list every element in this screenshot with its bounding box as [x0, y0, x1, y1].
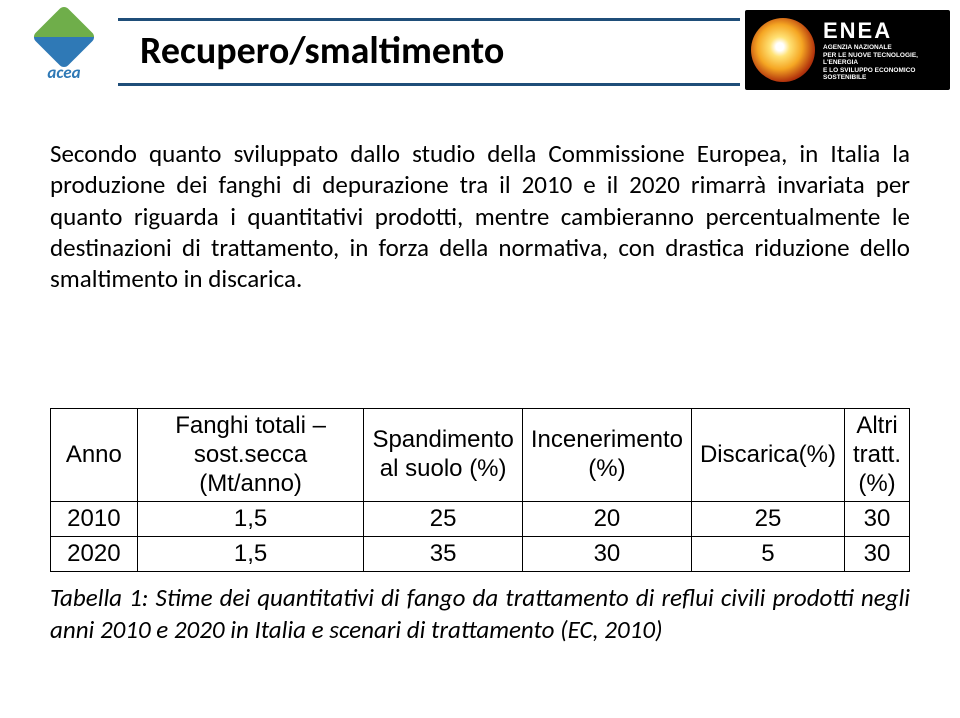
header-rule-top	[118, 18, 740, 21]
cell-incenerimento: 30	[522, 537, 691, 572]
cell-fanghi: 1,5	[137, 537, 364, 572]
cell-fanghi: 1,5	[137, 502, 364, 537]
enea-logo: ENEA AGENZIA NAZIONALE PER LE NUOVE TECN…	[745, 10, 950, 90]
acea-diamond-icon	[31, 4, 96, 69]
cell-incenerimento: 20	[522, 502, 691, 537]
enea-sub1: AGENZIA NAZIONALE	[823, 44, 950, 51]
table-header-row: Anno Fanghi totali – sost.secca (Mt/anno…	[51, 409, 910, 502]
enea-text-block: ENEA AGENZIA NAZIONALE PER LE NUOVE TECN…	[823, 18, 950, 81]
body-paragraph: Secondo quanto sviluppato dallo studio d…	[50, 138, 910, 294]
acea-logo-text: acea	[47, 62, 80, 83]
cell-discarica: 5	[691, 537, 844, 572]
col-header-discarica: Discarica(%)	[691, 409, 844, 502]
cell-anno: 2020	[51, 537, 138, 572]
enea-sub2: PER LE NUOVE TECNOLOGIE, L'ENERGIA	[823, 52, 950, 67]
col-header-fanghi: Fanghi totali – sost.secca (Mt/anno)	[137, 409, 364, 502]
cell-altri: 30	[844, 502, 909, 537]
data-table: Anno Fanghi totali – sost.secca (Mt/anno…	[50, 408, 910, 572]
enea-sun-icon	[751, 18, 815, 82]
enea-sub3: E LO SVILUPPO ECONOMICO SOSTENIBILE	[823, 67, 950, 82]
table-caption: Tabella 1: Stime dei quantitativi di fan…	[50, 582, 910, 645]
slide-title: Recupero/smaltimento	[140, 28, 504, 74]
col-header-spandimento: Spandimento al suolo (%)	[364, 409, 522, 502]
cell-anno: 2010	[51, 502, 138, 537]
col-header-altri: Altri tratt. (%)	[844, 409, 909, 502]
acea-logo: acea	[14, 10, 114, 90]
cell-spandimento: 35	[364, 537, 522, 572]
col-header-anno: Anno	[51, 409, 138, 502]
table-row: 2020 1,5 35 30 5 30	[51, 537, 910, 572]
cell-altri: 30	[844, 537, 909, 572]
cell-spandimento: 25	[364, 502, 522, 537]
header-rule-bottom	[118, 83, 740, 86]
col-header-incenerimento: Incenerimento (%)	[522, 409, 691, 502]
table-row: 2010 1,5 25 20 25 30	[51, 502, 910, 537]
enea-name: ENEA	[823, 18, 950, 44]
table-container: Anno Fanghi totali – sost.secca (Mt/anno…	[50, 408, 910, 645]
cell-discarica: 25	[691, 502, 844, 537]
